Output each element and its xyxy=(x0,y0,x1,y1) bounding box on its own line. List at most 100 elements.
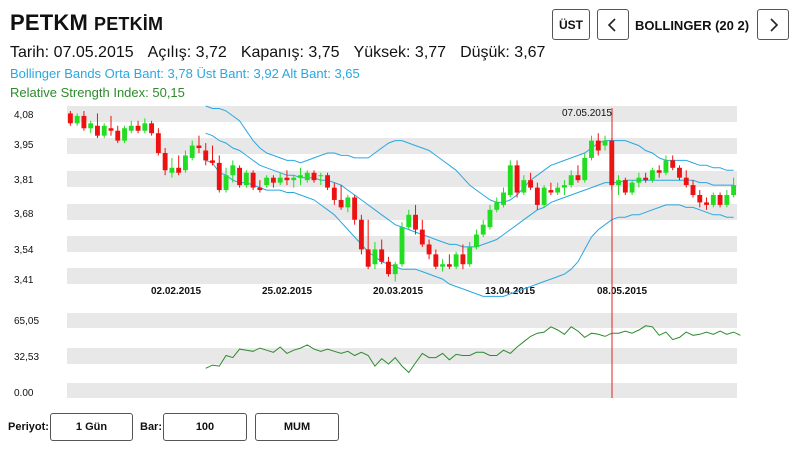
candle-down xyxy=(704,202,709,205)
candle-down xyxy=(690,185,696,195)
candle-down xyxy=(446,264,452,267)
candle-down xyxy=(683,177,689,186)
info-open: Açılış: 3,72 xyxy=(147,44,227,61)
candle-down xyxy=(331,187,337,200)
candle-up xyxy=(731,185,737,195)
candle-up xyxy=(480,224,486,235)
period-value: 1 Gün xyxy=(75,421,108,433)
candle-up xyxy=(453,254,459,267)
grid-stripe xyxy=(67,138,737,154)
ust-button[interactable]: ÜST xyxy=(552,9,590,40)
prev-indicator-button[interactable] xyxy=(597,9,629,40)
candle-up xyxy=(616,180,622,186)
candle-down xyxy=(67,113,73,124)
bollinger-upper-band xyxy=(205,105,734,203)
price-y-tick-label: 3,54 xyxy=(14,245,34,256)
candle-up xyxy=(602,140,608,146)
candle-down xyxy=(115,130,121,141)
candle-up xyxy=(406,214,412,228)
candle-down xyxy=(643,177,649,181)
candle-down xyxy=(379,249,385,262)
candle-up xyxy=(501,192,506,205)
chevron-left-icon xyxy=(607,17,616,32)
candle-up xyxy=(494,202,500,210)
price-y-tick-label: 3,68 xyxy=(14,209,34,220)
next-indicator-button[interactable] xyxy=(757,9,789,40)
candle-up xyxy=(345,197,351,208)
candle-down xyxy=(108,128,114,131)
candle-up xyxy=(724,195,730,205)
date-x-tick-label: 13.04.2015 xyxy=(485,286,535,297)
candle-down xyxy=(717,195,723,205)
candle-down xyxy=(514,165,520,193)
candle-down xyxy=(257,187,263,191)
candle-down xyxy=(250,172,256,188)
candle-down xyxy=(311,172,317,181)
candle-down xyxy=(325,175,330,188)
chart-type-value: MUM xyxy=(283,421,311,433)
candle-down xyxy=(419,229,425,245)
candle-up xyxy=(629,182,635,193)
candle-down xyxy=(528,180,534,188)
candle-up xyxy=(88,123,94,129)
candle-down xyxy=(386,261,391,275)
price-y-tick-label: 3,41 xyxy=(14,275,34,286)
ust-button-label: ÜST xyxy=(559,17,583,32)
candle-up xyxy=(555,187,561,193)
candle-up xyxy=(487,209,493,228)
candle-down xyxy=(697,195,703,203)
candle-down xyxy=(575,175,581,181)
candle-up xyxy=(318,175,324,177)
candle-up xyxy=(101,125,107,136)
candle-down xyxy=(358,219,364,250)
rsi-y-tick-label: 0.00 xyxy=(14,388,34,399)
candle-up xyxy=(189,145,195,158)
candle-up xyxy=(372,249,378,265)
candle-up xyxy=(223,175,229,191)
candle-up xyxy=(264,177,270,186)
candle-up xyxy=(291,177,297,181)
price-y-tick-label: 3,95 xyxy=(14,140,34,151)
rsi-info: Relative Strength Index: 50,15 xyxy=(10,85,185,100)
candle-down xyxy=(162,152,168,171)
ohlc-info: Tarih: 07.05.2015 Açılış: 3,72 Kapanış: 3,… xyxy=(10,44,559,62)
bollinger-info: Bollinger Bands Orta Bant: 3,78 Üst Bant… xyxy=(10,66,360,81)
candle-down xyxy=(95,125,100,136)
candle-up xyxy=(230,165,236,176)
candle-up xyxy=(142,123,148,131)
candle-up xyxy=(582,157,588,181)
price-y-tick-label: 4,08 xyxy=(14,110,34,121)
period-button[interactable]: 1 Gün xyxy=(50,413,133,441)
candle-up xyxy=(122,128,127,141)
candle-up xyxy=(663,160,669,173)
candle-up xyxy=(561,185,567,188)
candle-up xyxy=(589,140,594,158)
header-title: PETKM PETKİM xyxy=(10,10,163,36)
chart-type-button[interactable]: MUM xyxy=(255,413,339,441)
chevron-right-icon xyxy=(770,17,779,32)
price-chart[interactable]: 4,08 3,95 3,81 3,68 3,54 3,41 02.02.2015 25.02.… xyxy=(0,0,798,410)
date-x-tick-label: 02.02.2015 xyxy=(151,286,201,297)
candle-down xyxy=(149,123,155,134)
rsi-grid-stripe xyxy=(67,348,737,364)
bollinger-lower-band xyxy=(205,159,734,297)
bar-count-button[interactable]: 100 xyxy=(163,413,247,441)
candle-up xyxy=(636,177,642,183)
candle-down xyxy=(656,170,662,173)
candle-down xyxy=(237,167,243,186)
candle-up xyxy=(521,180,527,193)
candle-up xyxy=(298,175,303,178)
rsi-line xyxy=(205,325,741,374)
candle-up xyxy=(182,155,188,171)
candle-down xyxy=(352,197,358,220)
candle-down xyxy=(196,145,202,149)
candle-up xyxy=(74,115,80,124)
candle-down xyxy=(155,133,161,153)
candle-down xyxy=(622,180,628,193)
candle-down xyxy=(460,254,466,265)
candle-up xyxy=(710,195,716,205)
symbol-name: PETKİM xyxy=(94,14,164,34)
grid-stripe xyxy=(67,106,737,122)
candle-down xyxy=(338,199,344,208)
candle-down xyxy=(595,140,601,151)
